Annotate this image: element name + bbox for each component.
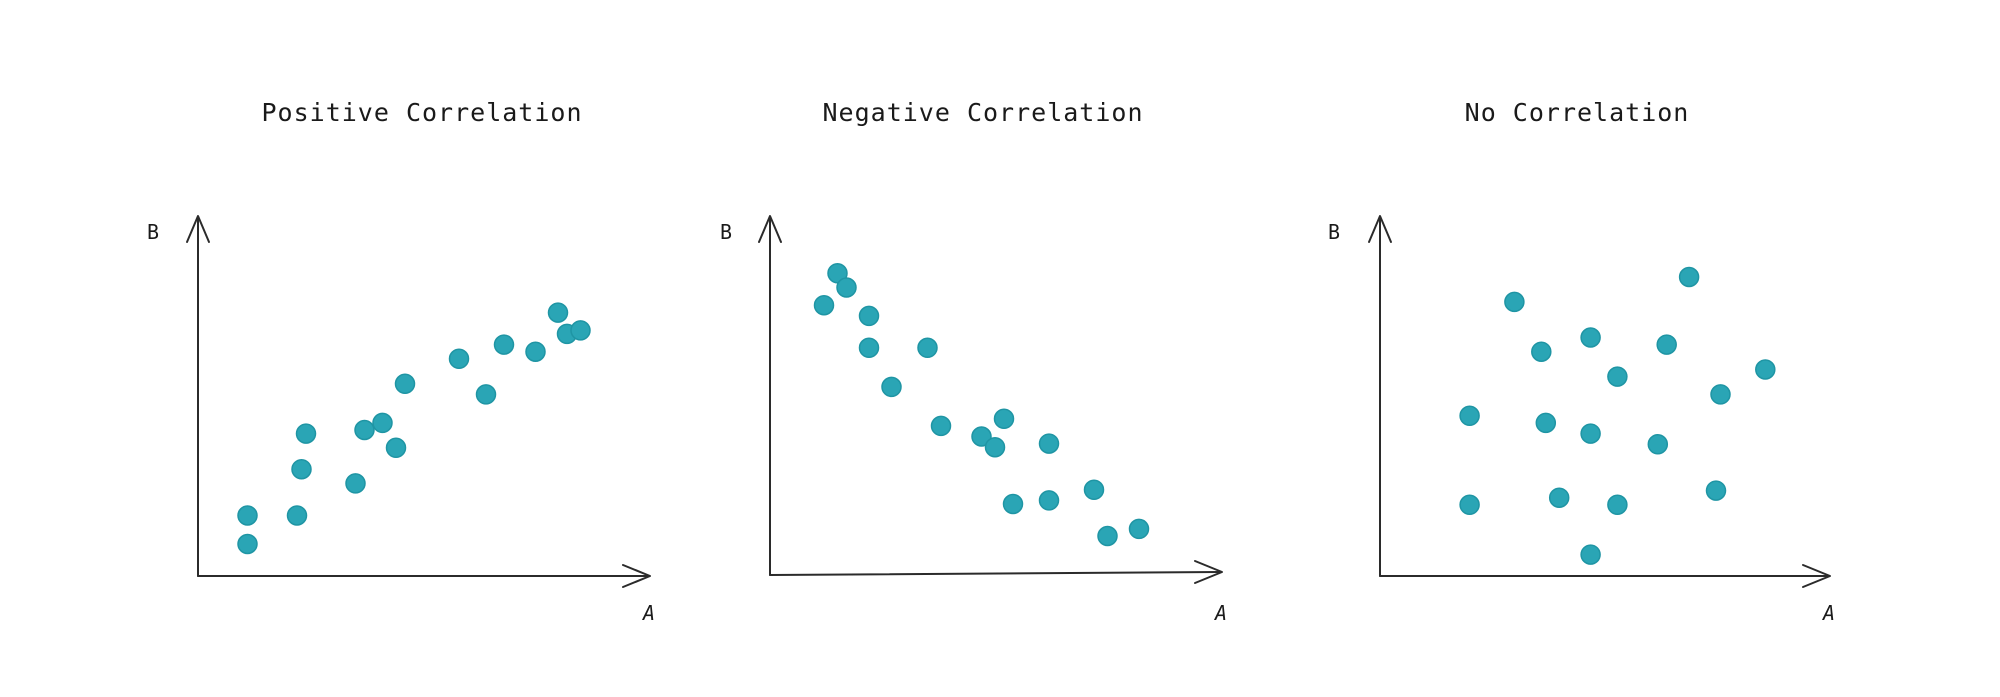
data-point-5 [858, 337, 880, 359]
chart-title: Negative Correlation [822, 98, 1143, 127]
data-point-1 [813, 294, 835, 316]
y-axis-label: B [720, 220, 732, 244]
x-axis-arrowhead [1802, 564, 1831, 588]
data-point-16 [1710, 384, 1731, 405]
data-point-2 [1459, 494, 1480, 516]
chart-title: No Correlation [1465, 98, 1690, 127]
data-point-5 [295, 423, 317, 444]
data-point-9 [1580, 544, 1601, 565]
data-points [237, 302, 591, 555]
data-point-15 [1083, 479, 1105, 501]
data-point-11 [448, 348, 470, 370]
chart-positive-correlation: Positive Correlation B A [147, 98, 655, 625]
data-point-7 [354, 419, 375, 441]
data-point-11 [1607, 494, 1628, 516]
data-point-15 [1705, 480, 1727, 501]
data-point-10 [1607, 366, 1628, 387]
data-point-14 [1038, 433, 1060, 454]
chart-negative-correlation: Negative Correlation B A [720, 98, 1227, 625]
data-point-15 [547, 302, 569, 323]
data-point-8 [930, 415, 952, 437]
y-axis-label: B [147, 220, 159, 244]
y-axis-label: B [1328, 220, 1340, 244]
data-point-9 [385, 437, 407, 459]
data-point-6 [1548, 487, 1570, 508]
data-point-13 [1656, 334, 1677, 355]
data-point-1 [237, 533, 258, 555]
x-axis-arrowhead [1194, 560, 1223, 584]
data-point-4 [858, 305, 880, 327]
data-point-14 [525, 341, 546, 362]
data-point-17 [570, 320, 591, 341]
data-points [813, 263, 1150, 547]
y-axis-arrowhead [758, 215, 782, 243]
data-point-7 [1580, 327, 1601, 348]
data-point-17 [1128, 518, 1150, 540]
data-point-12 [1647, 434, 1669, 455]
data-point-9 [971, 426, 992, 447]
data-point-1 [1459, 405, 1480, 427]
x-axis-arrowhead [622, 564, 651, 588]
data-point-4 [1531, 341, 1552, 362]
data-point-12 [1002, 493, 1024, 515]
data-point-13 [493, 334, 515, 355]
data-point-4 [291, 458, 312, 480]
data-point-6 [345, 473, 366, 494]
chart-no-correlation: No Correlation B A [1328, 98, 1835, 625]
data-point-8 [1580, 423, 1601, 444]
data-point-10 [984, 436, 1006, 458]
data-point-10 [394, 373, 416, 395]
x-axis-label: A [1821, 601, 1835, 625]
x-axis [769, 571, 1221, 576]
x-axis-label: A [1213, 601, 1227, 625]
data-point-6 [881, 376, 902, 398]
data-point-3 [1504, 291, 1525, 313]
data-point-16 [1097, 525, 1118, 547]
data-point-17 [1755, 359, 1776, 380]
chart-title: Positive Correlation [261, 98, 582, 127]
data-point-7 [917, 337, 938, 359]
x-axis-label: A [641, 601, 655, 625]
data-point-3 [286, 505, 308, 526]
data-point-12 [475, 384, 497, 405]
y-axis-arrowhead [186, 215, 210, 243]
data-point-3 [836, 277, 857, 298]
data-points [1459, 266, 1776, 565]
data-point-11 [993, 408, 1015, 430]
data-point-14 [1678, 266, 1700, 288]
y-axis-arrowhead [1368, 215, 1392, 243]
data-point-8 [372, 412, 393, 434]
data-point-13 [1038, 490, 1060, 511]
data-point-5 [1535, 412, 1557, 434]
data-point-2 [237, 505, 258, 526]
